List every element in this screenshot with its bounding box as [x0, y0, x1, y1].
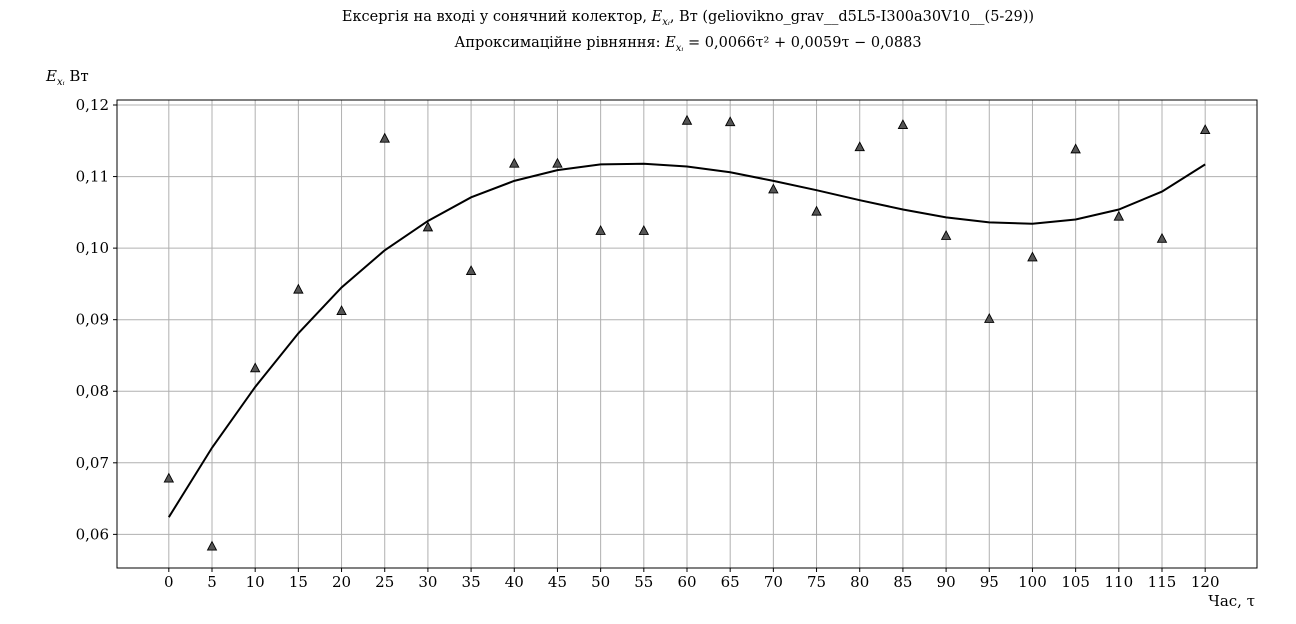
y-axis-label: Exᵢ Вт [45, 67, 89, 88]
data-point-triangle [293, 283, 304, 294]
x-tick-label: 70 [764, 573, 783, 591]
data-point-triangle [379, 132, 390, 143]
data-point-triangle [1070, 143, 1081, 154]
approximation-curve [167, 162, 1206, 518]
x-tick-label: 25 [375, 573, 394, 591]
x-tick-label: 55 [634, 573, 653, 591]
data-point-triangle [768, 183, 779, 194]
y-tick-label: 0,07 [76, 454, 109, 472]
data-point-triangle [724, 116, 736, 127]
x-tick-label: 85 [893, 573, 912, 591]
x-tick-label: 60 [677, 573, 696, 591]
data-point-triangle [681, 114, 693, 125]
x-tick-label: 110 [1104, 573, 1133, 591]
x-tick-label: 80 [850, 573, 869, 591]
y-tick-label: 0,10 [76, 239, 109, 257]
data-point-triangle [465, 265, 477, 275]
data-point-triangle [552, 157, 563, 168]
chart-title-line-1: Ексергія на вході у сонячний колектор, E… [342, 9, 1034, 28]
x-tick-label: 45 [548, 573, 567, 591]
x-tick-label: 75 [807, 573, 826, 591]
data-point-triangle [984, 313, 995, 323]
data-point-triangle [1199, 124, 1211, 135]
y-tick-label: 0,06 [76, 525, 109, 543]
data-point-triangle [638, 224, 650, 235]
x-tick-label: 105 [1061, 573, 1090, 591]
x-tick-label: 100 [1018, 573, 1047, 591]
x-tick-label: 50 [591, 573, 610, 591]
x-tick-label: 120 [1191, 573, 1220, 591]
data-point-triangle [206, 540, 218, 551]
data-point-triangle [811, 205, 822, 216]
plot-frame [116, 99, 1258, 569]
x-tick-label: 40 [505, 573, 524, 591]
grid [117, 100, 1257, 568]
x-tick-label: 115 [1148, 573, 1177, 591]
x-tick-label: 65 [721, 573, 740, 591]
data-point-triangle [595, 224, 606, 235]
data-point-triangle [1156, 232, 1168, 243]
data-point-triangle [854, 141, 865, 152]
x-tick-label: 20 [332, 573, 351, 591]
data-point-triangle [509, 157, 520, 168]
x-tick-label: 5 [207, 573, 217, 591]
y-tick-label: 0,08 [76, 382, 109, 400]
data-point-triangle [1113, 210, 1125, 221]
data-point-triangle [1027, 251, 1038, 262]
data-point-triangle [422, 221, 434, 232]
data-point-triangle [940, 229, 952, 240]
x-tick-label: 0 [164, 573, 174, 591]
y-tick-label: 0,12 [76, 96, 109, 114]
x-tick-label: 15 [289, 573, 308, 591]
x-tick-label: 10 [246, 573, 265, 591]
data-point-triangle [249, 362, 261, 373]
x-tick-label: 35 [462, 573, 481, 591]
y-tick-label: 0,11 [76, 168, 109, 186]
axis-ticks: 0 5 10 15 20 25 30 35 40 45 50 55 60 65 70 75 80 85 90 95 10… [76, 96, 1220, 591]
x-tick-label: 90 [937, 573, 956, 591]
data-points [163, 114, 1211, 551]
data-point-triangle [897, 119, 909, 130]
data-point-triangle [163, 472, 175, 483]
chart-title-line-2: Апроксимаційне рівняння: Exᵢ = 0,0066τ² … [454, 35, 921, 54]
data-point-triangle [336, 305, 347, 316]
x-axis-label: Час, τ [1208, 592, 1255, 610]
x-tick-label: 30 [418, 573, 437, 591]
x-tick-label: 95 [980, 573, 999, 591]
y-tick-label: 0,09 [76, 311, 109, 329]
